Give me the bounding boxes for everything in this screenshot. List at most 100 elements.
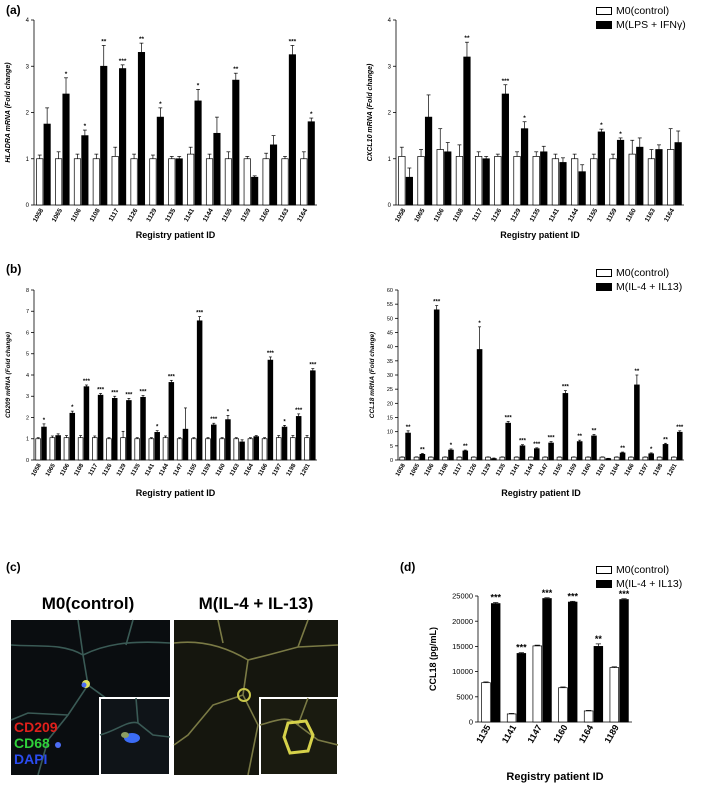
x-tick-label: 1159 <box>567 462 579 477</box>
bar-treated <box>175 158 183 206</box>
significance-label: ** <box>595 634 603 644</box>
bar-treated <box>448 449 454 461</box>
bar-control <box>120 437 126 461</box>
x-tick-label: 1106 <box>433 207 446 223</box>
legend-swatch-filled <box>596 580 612 588</box>
bar-treated <box>562 393 569 461</box>
y-tick-label: 50 <box>387 316 393 322</box>
y-tick-label: 20 <box>387 401 393 407</box>
bar-control <box>513 156 521 206</box>
y-tick-label: 0 <box>26 203 30 209</box>
bar-control <box>111 156 119 206</box>
x-tick-label: 1163 <box>229 462 241 477</box>
significance-label: * <box>43 418 46 424</box>
bar-control <box>532 156 540 206</box>
significance-label: *** <box>542 588 553 598</box>
bar-treated <box>307 121 315 206</box>
significance-label: *** <box>505 415 513 421</box>
bar-control <box>609 667 620 723</box>
y-tick-label: 0 <box>26 458 29 464</box>
bar-control <box>233 438 240 461</box>
x-tick-label: 1144 <box>524 462 536 477</box>
bar-control <box>481 682 491 723</box>
x-tick-label: 1129 <box>145 207 158 223</box>
bar-treated <box>540 151 548 206</box>
x-tick-label: 1198 <box>653 462 665 477</box>
chart-b1: 0 1 2 3 4 5 6 7 8 CD209 mRNA (Fold change) Registr… <box>5 288 317 498</box>
significance-label: ** <box>577 434 582 440</box>
bar-treated <box>288 54 296 206</box>
bar-control <box>413 456 420 461</box>
bar-treated <box>168 382 175 461</box>
y-tick-label: 1 <box>26 437 29 443</box>
bar-treated <box>81 135 89 206</box>
bar-treated <box>119 68 127 206</box>
bar-treated <box>154 432 160 461</box>
bar-control <box>176 438 183 461</box>
chart-d: 0 5000 10000 15000 20000 25000 CCL18 (pg/mL) Re… <box>428 588 632 783</box>
bar-treated <box>616 139 625 206</box>
significance-label: * <box>156 425 159 431</box>
legend-swatch-open <box>596 7 612 15</box>
bar-control <box>506 713 517 723</box>
significance-label: *** <box>97 387 105 393</box>
significance-label: *** <box>433 300 441 306</box>
x-tick-label: 1163 <box>595 462 607 477</box>
y-tick-label: 40 <box>387 345 393 351</box>
bar-treated <box>213 132 221 206</box>
bar-control <box>262 158 270 206</box>
x-tick-label: 1126 <box>126 207 139 223</box>
bar-control <box>55 158 63 206</box>
bar-control <box>162 437 169 461</box>
legend-label: M(IL-4 + IL13) <box>616 577 683 590</box>
x-tick-label: 1108 <box>452 207 465 223</box>
bar-control <box>290 437 296 461</box>
bar-control <box>556 456 563 461</box>
bar-control <box>442 456 448 461</box>
y-tick-label: 10000 <box>452 667 473 676</box>
x-tick-label: 1160 <box>625 207 638 223</box>
y-tick-label: 6 <box>26 330 29 336</box>
significance-label: *** <box>83 379 91 385</box>
bar-control <box>187 153 195 206</box>
bar-treated <box>578 171 586 206</box>
y-tick-label: 25 <box>387 387 393 393</box>
significance-label: * <box>478 321 481 327</box>
x-tick-label: 1160 <box>551 723 569 745</box>
bar-treated <box>97 394 104 461</box>
x-tick-label: 1108 <box>438 462 450 477</box>
bar-control <box>551 158 560 206</box>
bar-treated <box>156 116 164 206</box>
bar-treated <box>69 412 76 461</box>
bar-treated <box>267 359 274 461</box>
legend-a-item-treated: M(LPS + IFNγ) <box>596 18 686 32</box>
x-tick-label: 1144 <box>202 207 215 223</box>
x-tick-label: 1189 <box>602 723 620 745</box>
significance-label: * <box>65 71 68 78</box>
y-axis-label: HLADRA mRNA (Fold change) <box>5 62 12 163</box>
bar-treated <box>310 370 316 461</box>
bar-control <box>275 437 282 461</box>
bar-control <box>77 437 84 461</box>
bar-control <box>149 158 157 206</box>
x-tick-label: 1117 <box>471 207 484 223</box>
bar-control <box>63 437 70 461</box>
significance-label: *** <box>502 78 510 85</box>
significance-label: *** <box>267 351 275 357</box>
bar-treated <box>83 386 90 461</box>
significance-label: *** <box>676 425 684 431</box>
bar-treated <box>295 416 302 461</box>
y-tick-label: 60 <box>387 288 393 294</box>
bar-treated <box>655 149 663 206</box>
y-tick-label: 55 <box>387 302 393 308</box>
x-tick-label: 1201 <box>667 462 679 477</box>
bar-treated <box>194 100 202 206</box>
x-tick-label: 1155 <box>586 207 599 223</box>
bar-treated <box>501 93 509 206</box>
significance-label: ** <box>139 36 145 43</box>
bar-control <box>590 158 598 206</box>
x-tick-label: 1160 <box>258 207 271 223</box>
bar-treated <box>676 431 683 461</box>
y-tick-label: 35 <box>387 359 393 365</box>
x-tick-label: 1058 <box>31 462 43 477</box>
